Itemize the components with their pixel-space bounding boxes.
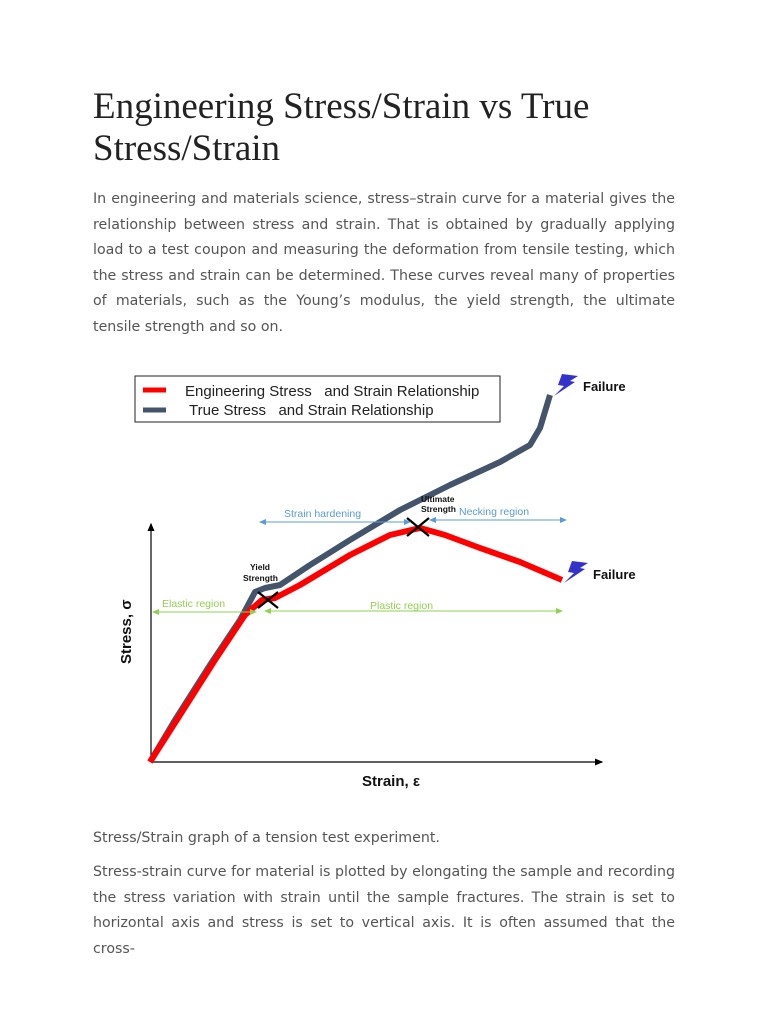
legend: Engineering Stress and Strain Relationsh…	[134, 375, 501, 423]
true-stress-curve	[147, 394, 553, 764]
intro-paragraph: In engineering and materials science, st…	[93, 191, 675, 335]
y-axis-label: Stress, σ	[118, 600, 135, 664]
legend-label-engineering: Engineering Stress and Strain Relationsh…	[185, 383, 479, 400]
figure-caption: Stress/Strain graph of a tension test ex…	[93, 830, 440, 846]
plastic-region-label: Plastic region	[370, 600, 433, 612]
lightning-bolt-icon	[564, 561, 588, 583]
necking-region-label: Necking region	[459, 506, 529, 518]
yield-label-line2: Strength	[243, 573, 278, 583]
strain-hardening-label: Strain hardening	[284, 508, 361, 520]
body-paragraph: Stress-strain curve for material is plot…	[93, 864, 675, 957]
x-axis-label: Strain, ε	[362, 773, 420, 790]
page-title: Engineering Stress/Strain vs True Stress…	[93, 86, 590, 169]
ultimate-label-line1: Ultimate	[421, 494, 455, 504]
failure-label-engineering: Failure	[593, 567, 636, 582]
lightning-bolt-icon	[554, 374, 578, 396]
elastic-region-label: Elastic region	[162, 598, 225, 610]
yield-label-line1: Yield	[250, 562, 270, 572]
yield-point-marker	[257, 591, 279, 609]
engineering-stress-curve	[147, 525, 564, 764]
ultimate-label-line2: Strength	[421, 504, 456, 514]
legend-label-true: True Stress and Strain Relationship	[189, 402, 434, 419]
failure-label-true: Failure	[583, 379, 626, 394]
